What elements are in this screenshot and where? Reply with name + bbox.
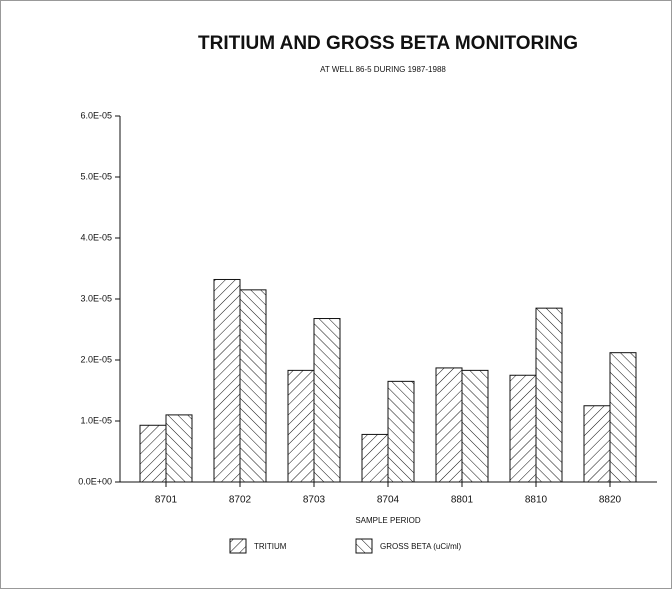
x-tick-label: 8701 <box>155 495 178 506</box>
bar <box>461 369 489 483</box>
x-tick-label: 8810 <box>525 495 548 506</box>
bar <box>361 433 389 483</box>
legend-swatch <box>355 538 373 554</box>
bar <box>535 307 563 483</box>
legend-label: GROSS BETA (uCi/ml) <box>380 542 462 551</box>
bar <box>165 414 193 483</box>
x-tick-label: 8702 <box>229 495 252 506</box>
x-tick-label: 8820 <box>599 495 622 506</box>
y-tick-label: 1.0E-05 <box>80 415 112 425</box>
bar <box>139 424 167 483</box>
y-tick-label: 2.0E-05 <box>80 354 112 364</box>
x-axis-label: SAMPLE PERIOD <box>355 516 421 525</box>
bar <box>387 380 415 483</box>
x-tick-label: 8801 <box>451 495 474 506</box>
chart-subtitle: AT WELL 86-5 DURING 1987-1988 <box>320 65 446 74</box>
y-tick-label: 6.0E-05 <box>80 110 112 120</box>
legend-label: TRITIUM <box>254 542 287 551</box>
y-tick-label: 5.0E-05 <box>80 171 112 181</box>
bar <box>287 369 315 483</box>
bar <box>609 352 637 483</box>
legend-swatch <box>229 538 247 554</box>
x-tick-label: 8703 <box>303 495 326 506</box>
bar <box>435 367 463 483</box>
bar <box>239 289 267 483</box>
bar <box>583 405 611 483</box>
x-tick-label: 8704 <box>377 495 400 506</box>
chart-title: TRITIUM AND GROSS BETA MONITORING <box>198 33 578 54</box>
y-tick-label: 0.0E+00 <box>78 476 112 486</box>
bar <box>509 374 537 483</box>
bar <box>213 278 241 483</box>
y-tick-label: 4.0E-05 <box>80 232 112 242</box>
bar <box>313 318 341 483</box>
y-tick-label: 3.0E-05 <box>80 293 112 303</box>
